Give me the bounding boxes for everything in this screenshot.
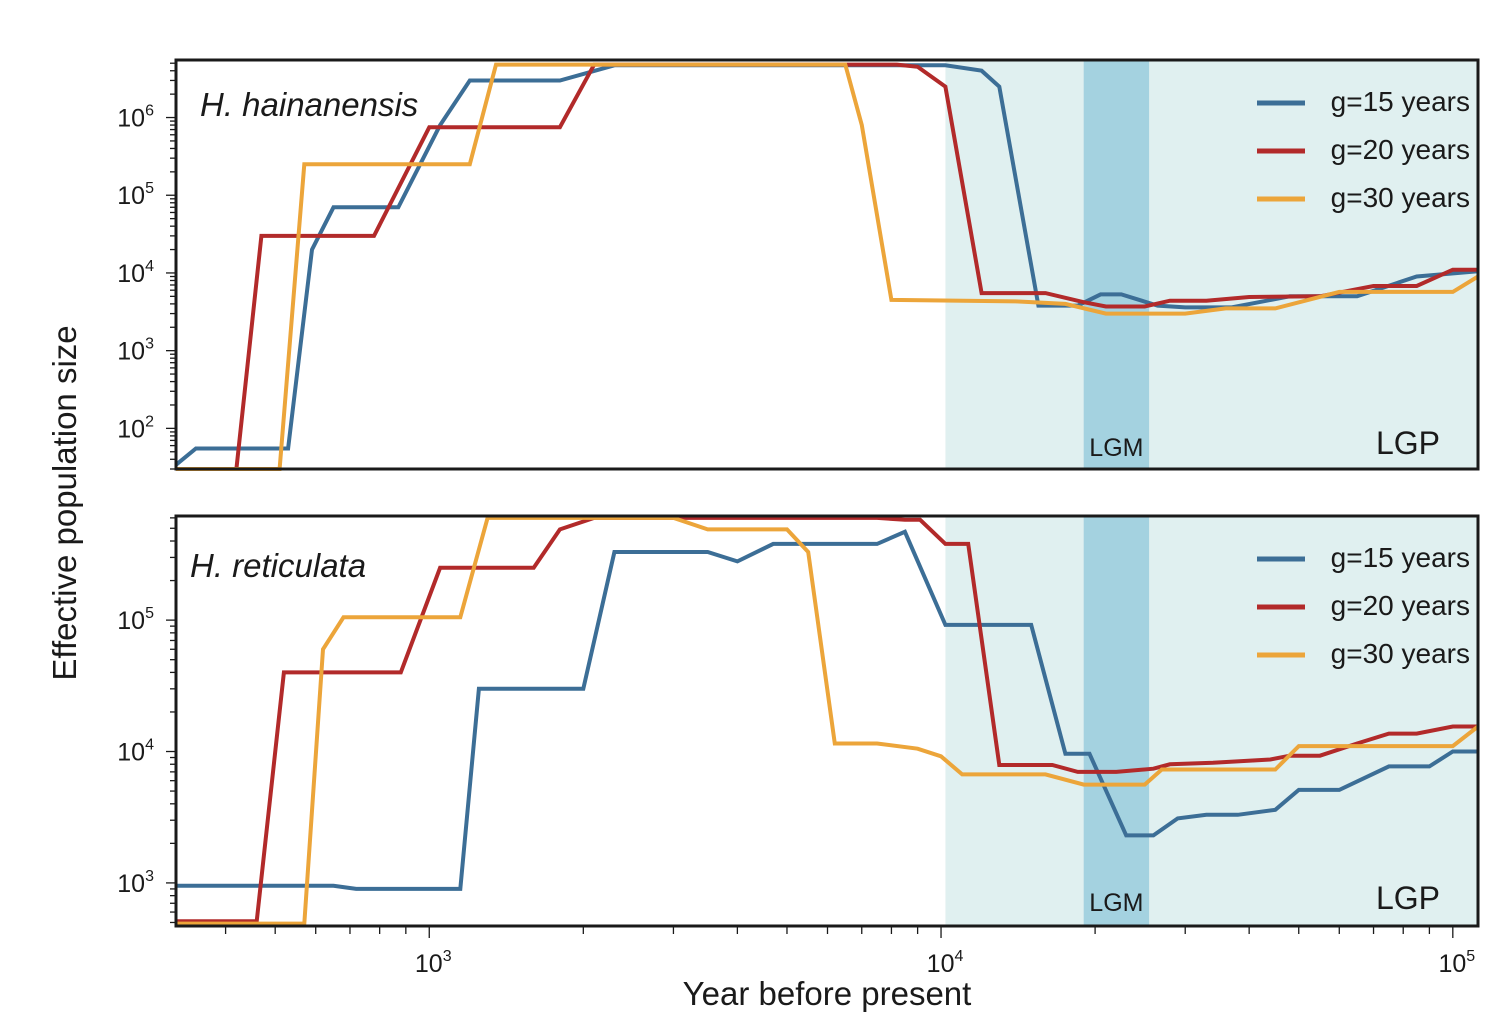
legend-label-g20: g=20 years: [1331, 590, 1470, 621]
y-tick-label: 105: [117, 180, 154, 210]
x-tick-label: 104: [927, 948, 964, 978]
x-axis-title: Year before present: [683, 975, 972, 1012]
legend-label-g30: g=30 years: [1331, 182, 1470, 213]
y-tick-label: 103: [117, 336, 154, 366]
y-tick-label: 104: [117, 258, 154, 288]
region-lgm-band: [1083, 516, 1150, 926]
plot-frame: [174, 58, 1480, 471]
region-lgm-band: [1083, 60, 1150, 469]
panel-title: H. hainanensis: [200, 86, 418, 123]
region-lgp-band: [945, 516, 1478, 926]
y-tick-label: 102: [117, 413, 154, 443]
panel-reticulata: LGP LGM 103 104 105 H. reticulata g=15 years g=…: [117, 514, 1480, 928]
series-line-g15: [176, 529, 1478, 891]
y-axis-title: Effective population size: [46, 325, 83, 680]
region-lgm-label: LGM: [1089, 434, 1143, 462]
series-line-g15: [174, 63, 1479, 467]
legend-label-g20: g=20 years: [1331, 134, 1470, 165]
region-lgp-band: [945, 60, 1478, 469]
region-lgp-label: LGP: [1376, 880, 1440, 916]
series-line-g30: [176, 62, 1480, 471]
legend-label-g30: g=30 years: [1331, 638, 1470, 669]
legend-label-g15: g=15 years: [1331, 86, 1470, 117]
y-tick-label: 104: [117, 737, 154, 767]
series-line-g20: [176, 515, 1478, 924]
region-lgp-label: LGP: [1376, 425, 1440, 461]
y-tick-label: 106: [117, 103, 154, 133]
legend-label-g15: g=15 years: [1331, 542, 1470, 573]
panel-hainanensis: LGP LGM 102 103 104 105 106 H. hainanensis g=15 …: [117, 58, 1480, 471]
panel-title: H. reticulata: [190, 547, 366, 584]
series-line-g30: [176, 515, 1480, 926]
region-lgm-label: LGM: [1089, 889, 1143, 917]
x-tick-label: 105: [1438, 948, 1475, 978]
shared-x-axis: 103 104 105: [224, 926, 1475, 978]
y-tick-label: 105: [117, 605, 154, 635]
x-tick-label: 103: [415, 948, 452, 978]
y-tick-label: 103: [117, 868, 154, 898]
